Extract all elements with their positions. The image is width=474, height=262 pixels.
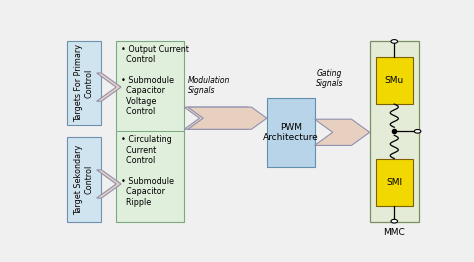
Circle shape	[391, 40, 398, 43]
Bar	[267, 98, 315, 167]
Text: SMu: SMu	[384, 76, 404, 85]
Polygon shape	[97, 73, 121, 101]
Text: Target Sekondary
Control: Target Sekondary Control	[74, 145, 94, 215]
Polygon shape	[315, 119, 370, 145]
Text: • Output Current
  Control

• Submodule
  Capacitor
  Voltage
  Control: • Output Current Control • Submodule Cap…	[120, 45, 189, 116]
Polygon shape	[184, 107, 263, 129]
Bar	[376, 57, 413, 104]
Text: Gating
Signals: Gating Signals	[316, 69, 344, 88]
Bar	[66, 41, 101, 125]
Bar	[370, 41, 419, 222]
Text: Modulation
Signals: Modulation Signals	[188, 76, 230, 95]
Bar	[66, 137, 101, 222]
Text: Targets For Primary
Control: Targets For Primary Control	[74, 44, 94, 122]
Text: • Circulating
  Current
  Control

• Submodule
  Capacitor
  Ripple: • Circulating Current Control • Submodul…	[120, 135, 173, 207]
Bar	[116, 41, 184, 222]
Polygon shape	[188, 107, 267, 129]
Circle shape	[414, 129, 421, 133]
Circle shape	[391, 219, 398, 223]
Polygon shape	[97, 170, 121, 198]
Text: SMl: SMl	[386, 178, 402, 187]
Text: MMC: MMC	[383, 228, 405, 237]
Bar	[376, 159, 413, 206]
Text: PWM
Architecture: PWM Architecture	[263, 123, 319, 142]
